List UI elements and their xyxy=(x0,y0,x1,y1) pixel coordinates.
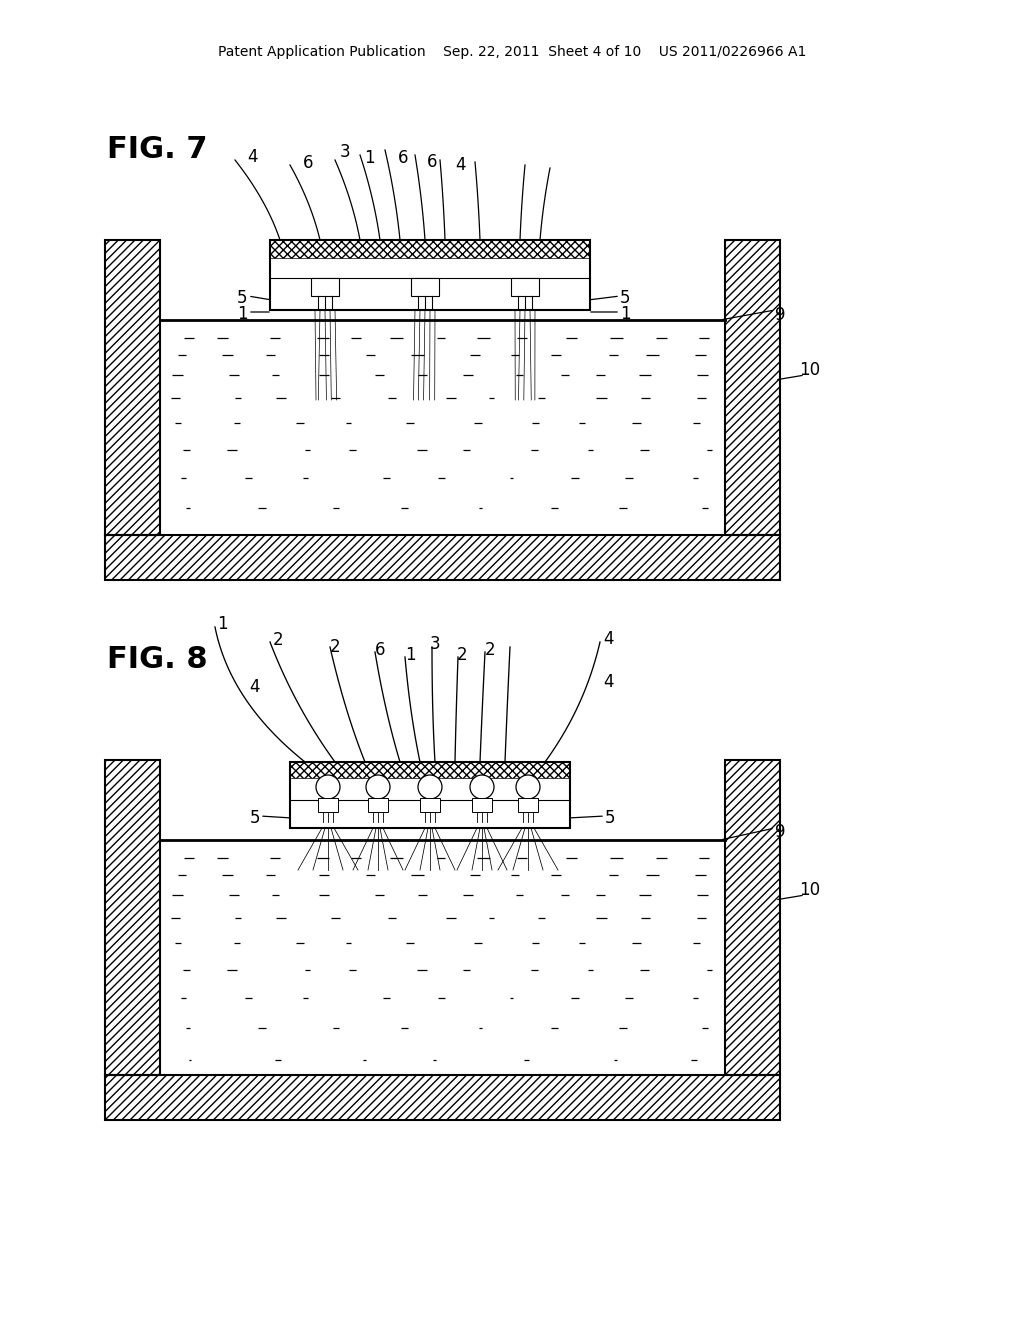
Text: 2: 2 xyxy=(272,631,284,649)
Bar xyxy=(725,240,780,535)
Text: 10: 10 xyxy=(800,880,820,899)
Bar xyxy=(105,1074,780,1119)
Text: 5: 5 xyxy=(605,809,615,828)
Bar xyxy=(725,760,780,1074)
Text: 9: 9 xyxy=(775,306,785,323)
Bar xyxy=(472,799,492,812)
Text: 1: 1 xyxy=(364,149,375,168)
Text: 4: 4 xyxy=(603,673,613,690)
Bar xyxy=(290,762,570,828)
Text: 10: 10 xyxy=(800,360,820,379)
Text: 3: 3 xyxy=(340,143,350,161)
Text: 9: 9 xyxy=(775,822,785,841)
Text: 4: 4 xyxy=(455,156,465,174)
Text: 2: 2 xyxy=(484,642,496,659)
Text: 4: 4 xyxy=(250,678,260,696)
Bar xyxy=(368,799,388,812)
Text: 1: 1 xyxy=(237,305,248,323)
Text: 6: 6 xyxy=(397,149,409,168)
Circle shape xyxy=(316,775,340,799)
Circle shape xyxy=(470,775,494,799)
Text: 4: 4 xyxy=(603,630,613,648)
Bar xyxy=(518,799,538,812)
Text: 2: 2 xyxy=(330,638,340,656)
Text: 1: 1 xyxy=(620,305,631,323)
Circle shape xyxy=(366,775,390,799)
Bar xyxy=(105,535,780,579)
Text: 5: 5 xyxy=(250,809,260,828)
Text: FIG. 8: FIG. 8 xyxy=(106,645,208,675)
Text: 6: 6 xyxy=(427,153,437,172)
Text: 6: 6 xyxy=(375,642,385,659)
Text: 1: 1 xyxy=(404,645,416,664)
Text: 4: 4 xyxy=(247,148,257,166)
Bar xyxy=(290,762,570,777)
Text: 5: 5 xyxy=(237,289,247,308)
Bar xyxy=(511,279,539,296)
Bar xyxy=(318,799,338,812)
Text: 6: 6 xyxy=(303,154,313,172)
Text: 1: 1 xyxy=(217,615,227,634)
Text: 2: 2 xyxy=(457,645,467,664)
Bar xyxy=(270,240,590,257)
Bar xyxy=(105,240,160,535)
Circle shape xyxy=(516,775,540,799)
Bar xyxy=(105,760,160,1074)
Bar xyxy=(311,279,339,296)
Text: Patent Application Publication    Sep. 22, 2011  Sheet 4 of 10    US 2011/022696: Patent Application Publication Sep. 22, … xyxy=(218,45,806,59)
Bar xyxy=(270,240,590,310)
Text: FIG. 7: FIG. 7 xyxy=(106,136,208,165)
Bar xyxy=(420,799,440,812)
Circle shape xyxy=(418,775,442,799)
Text: 5: 5 xyxy=(620,289,630,308)
Bar xyxy=(411,279,439,296)
Text: 3: 3 xyxy=(430,635,440,653)
